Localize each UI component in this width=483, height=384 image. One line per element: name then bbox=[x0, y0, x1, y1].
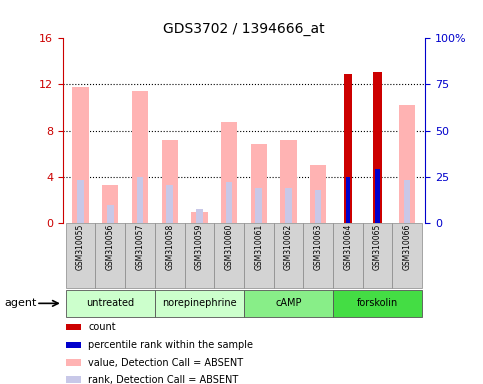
Bar bbox=[221, 122, 237, 223]
Bar bbox=[373, 72, 382, 223]
Text: norepinephrine: norepinephrine bbox=[162, 298, 237, 308]
Text: GSM310066: GSM310066 bbox=[403, 224, 412, 270]
Bar bbox=[392, 223, 422, 288]
Bar bbox=[155, 290, 244, 317]
Bar bbox=[66, 223, 96, 288]
Text: forskolin: forskolin bbox=[357, 298, 398, 308]
Text: GSM310060: GSM310060 bbox=[225, 224, 234, 270]
Title: GDS3702 / 1394666_at: GDS3702 / 1394666_at bbox=[163, 22, 325, 36]
Text: GSM310062: GSM310062 bbox=[284, 224, 293, 270]
Bar bbox=[67, 359, 81, 366]
Bar bbox=[256, 188, 262, 223]
Bar bbox=[346, 177, 350, 223]
Text: agent: agent bbox=[5, 298, 37, 308]
Text: GSM310056: GSM310056 bbox=[106, 224, 115, 270]
Bar bbox=[67, 342, 81, 348]
Bar bbox=[67, 324, 81, 331]
Bar bbox=[132, 91, 148, 223]
Bar bbox=[226, 182, 232, 223]
Bar bbox=[161, 140, 178, 223]
Text: value, Detection Call = ABSENT: value, Detection Call = ABSENT bbox=[88, 358, 243, 367]
Bar bbox=[155, 223, 185, 288]
Text: percentile rank within the sample: percentile rank within the sample bbox=[88, 340, 253, 350]
Bar bbox=[310, 165, 327, 223]
Bar bbox=[125, 223, 155, 288]
Text: untreated: untreated bbox=[86, 298, 134, 308]
Text: GSM310061: GSM310061 bbox=[254, 224, 263, 270]
Bar bbox=[399, 105, 415, 223]
Text: GSM310065: GSM310065 bbox=[373, 224, 382, 270]
Bar bbox=[244, 223, 273, 288]
Bar bbox=[102, 185, 118, 223]
Bar bbox=[96, 223, 125, 288]
Bar bbox=[404, 180, 411, 223]
Bar bbox=[363, 223, 392, 288]
Bar bbox=[77, 180, 84, 223]
Bar bbox=[315, 190, 321, 223]
Bar bbox=[344, 74, 352, 223]
Bar bbox=[375, 169, 380, 223]
Bar bbox=[280, 140, 297, 223]
Text: rank, Detection Call = ABSENT: rank, Detection Call = ABSENT bbox=[88, 374, 239, 384]
Bar bbox=[191, 212, 208, 223]
Bar bbox=[285, 188, 292, 223]
Text: GSM310064: GSM310064 bbox=[343, 224, 352, 270]
Bar bbox=[244, 290, 333, 317]
Bar bbox=[66, 290, 155, 317]
Text: count: count bbox=[88, 322, 116, 332]
Text: GSM310059: GSM310059 bbox=[195, 224, 204, 270]
Bar bbox=[167, 185, 173, 223]
Bar bbox=[72, 87, 89, 223]
Bar bbox=[185, 223, 214, 288]
Text: cAMP: cAMP bbox=[275, 298, 302, 308]
Bar bbox=[67, 376, 81, 383]
Bar bbox=[251, 144, 267, 223]
Text: GSM310058: GSM310058 bbox=[165, 224, 174, 270]
Bar bbox=[303, 223, 333, 288]
Text: GSM310057: GSM310057 bbox=[136, 224, 144, 270]
Bar bbox=[137, 177, 143, 223]
Bar bbox=[214, 223, 244, 288]
Bar bbox=[273, 223, 303, 288]
Text: GSM310063: GSM310063 bbox=[313, 224, 323, 270]
Text: GSM310055: GSM310055 bbox=[76, 224, 85, 270]
Bar bbox=[107, 205, 114, 223]
Bar bbox=[333, 223, 363, 288]
Bar bbox=[333, 290, 422, 317]
Bar bbox=[196, 209, 203, 223]
